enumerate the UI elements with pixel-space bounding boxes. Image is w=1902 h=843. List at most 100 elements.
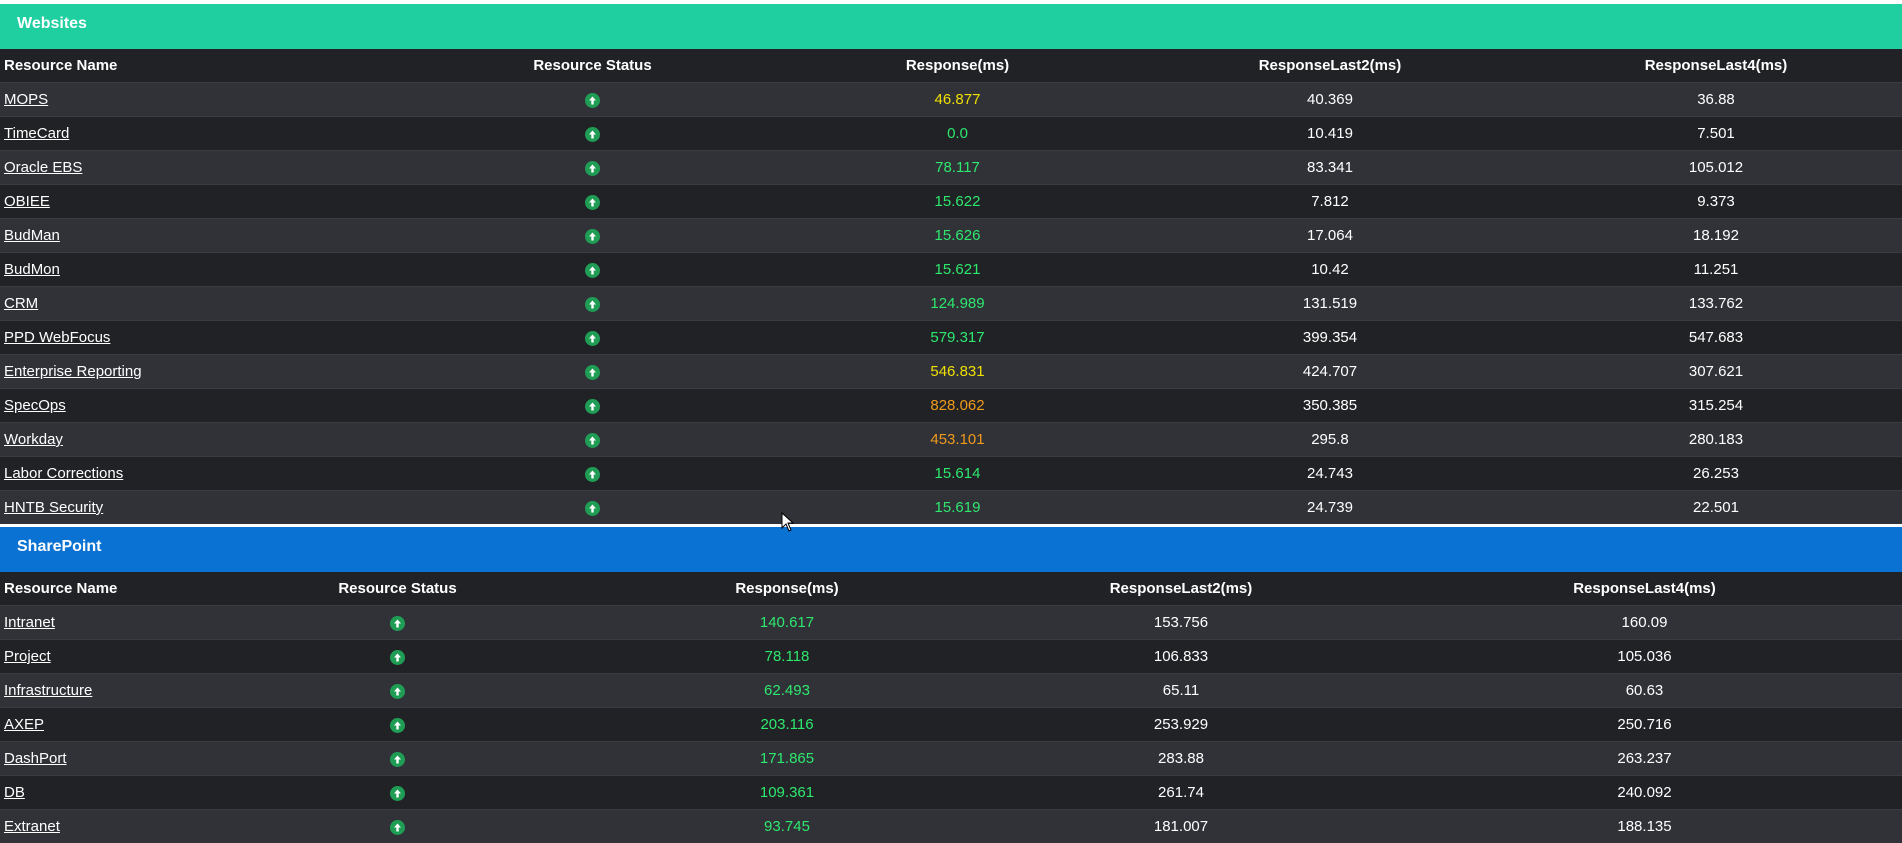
table-row: Project 78.118 106.833 105.036 — [0, 639, 1902, 674]
resource-name-cell: BudMan — [0, 218, 400, 253]
mouse-cursor-icon — [781, 512, 795, 532]
column-header-resource-name[interactable]: Resource Name — [0, 572, 196, 606]
resource-name-link[interactable]: BudMan — [4, 227, 60, 244]
table-row: Enterprise Reporting 546.831 424.707 307.62… — [0, 354, 1902, 389]
column-header-response-last4[interactable]: ResponseLast4(ms) — [1387, 572, 1902, 606]
resource-name-link[interactable]: OBIEE — [4, 193, 50, 210]
response-cell: 15.619 — [785, 490, 1130, 524]
resource-name-cell: Workday — [0, 422, 400, 457]
resource-name-cell: Infrastructure — [0, 673, 196, 708]
resource-name-link[interactable]: Infrastructure — [4, 682, 93, 699]
response-cell: 828.062 — [785, 388, 1130, 423]
resource-name-link[interactable]: Enterprise Reporting — [4, 363, 142, 380]
resource-name-link[interactable]: Workday — [4, 431, 63, 448]
response-cell: 15.622 — [785, 184, 1130, 219]
response-cell: 93.745 — [599, 809, 975, 843]
table-row: Labor Corrections 15.614 24.743 26.253 — [0, 456, 1902, 491]
response-last4-cell: 26.253 — [1530, 456, 1902, 491]
resource-name-link[interactable]: Extranet — [4, 818, 60, 835]
column-header-resource-status[interactable]: Resource Status — [400, 49, 785, 83]
response-cell: 46.877 — [785, 82, 1130, 117]
resource-name-cell: Enterprise Reporting — [0, 354, 400, 389]
resource-name-cell: DB — [0, 775, 196, 810]
response-last2-cell: 24.739 — [1130, 490, 1530, 524]
resource-name-link[interactable]: TimeCard — [4, 125, 70, 142]
resource-name-link[interactable]: Intranet — [4, 614, 55, 631]
column-header-response-last4[interactable]: ResponseLast4(ms) — [1530, 49, 1902, 83]
resource-status-cell — [400, 82, 785, 117]
resource-status-cell — [400, 252, 785, 287]
resource-name-cell: TimeCard — [0, 116, 400, 151]
up-arrow-icon — [585, 194, 600, 210]
column-header-response-last2[interactable]: ResponseLast2(ms) — [975, 572, 1387, 606]
resource-name-link[interactable]: HNTB Security — [4, 499, 104, 516]
up-arrow-icon — [390, 751, 405, 767]
resource-status-cell — [196, 809, 599, 843]
resource-status-cell — [196, 775, 599, 810]
table-row: BudMan 15.626 17.064 18.192 — [0, 218, 1902, 253]
up-arrow-icon — [585, 160, 600, 176]
resource-name-link[interactable]: MOPS — [4, 91, 49, 108]
response-last2-cell: 83.341 — [1130, 150, 1530, 185]
table-header-row: Resource Name Resource Status Response(m… — [0, 49, 1902, 83]
resource-name-cell: Project — [0, 639, 196, 674]
resource-name-cell: OBIEE — [0, 184, 400, 219]
resource-status-cell — [196, 605, 599, 640]
response-last4-cell: 160.09 — [1387, 605, 1902, 640]
response-last4-cell: 250.716 — [1387, 707, 1902, 742]
response-last2-cell: 424.707 — [1130, 354, 1530, 389]
resource-name-cell: CRM — [0, 286, 400, 321]
table-row: CRM 124.989 131.519 133.762 — [0, 286, 1902, 321]
table-row: SpecOps 828.062 350.385 315.254 — [0, 388, 1902, 423]
response-last2-cell: 181.007 — [975, 809, 1387, 843]
resource-name-link[interactable]: DashPort — [4, 750, 67, 767]
resource-name-link[interactable]: DB — [4, 784, 25, 801]
resource-status-cell — [400, 456, 785, 491]
up-arrow-icon — [585, 262, 600, 278]
response-cell: 15.621 — [785, 252, 1130, 287]
response-last4-cell: 22.501 — [1530, 490, 1902, 524]
response-last4-cell: 133.762 — [1530, 286, 1902, 321]
resource-name-link[interactable]: PPD WebFocus — [4, 329, 111, 346]
column-header-response[interactable]: Response(ms) — [599, 572, 975, 606]
column-header-response-last2[interactable]: ResponseLast2(ms) — [1130, 49, 1530, 83]
resource-status-cell — [400, 354, 785, 389]
resource-name-cell: MOPS — [0, 82, 400, 117]
resource-name-link[interactable]: Project — [4, 648, 51, 665]
resource-name-link[interactable]: BudMon — [4, 261, 60, 278]
resource-name-cell: Labor Corrections — [0, 456, 400, 491]
table-row: DB 109.361 261.74 240.092 — [0, 775, 1902, 810]
resource-name-cell: Oracle EBS — [0, 150, 400, 185]
column-header-resource-name[interactable]: Resource Name — [0, 49, 400, 83]
resource-name-link[interactable]: AXEP — [4, 716, 45, 733]
response-cell: 15.614 — [785, 456, 1130, 491]
response-last4-cell: 7.501 — [1530, 116, 1902, 151]
resource-name-link[interactable]: Oracle EBS — [4, 159, 83, 176]
response-cell: 546.831 — [785, 354, 1130, 389]
response-last2-cell: 283.88 — [975, 741, 1387, 776]
response-last4-cell: 105.012 — [1530, 150, 1902, 185]
resource-status-cell — [400, 218, 785, 253]
resource-name-link[interactable]: Labor Corrections — [4, 465, 124, 482]
response-last4-cell: 188.135 — [1387, 809, 1902, 843]
column-header-response[interactable]: Response(ms) — [785, 49, 1130, 83]
up-arrow-icon — [585, 126, 600, 142]
resource-name-link[interactable]: SpecOps — [4, 397, 66, 414]
resource-name-cell: Intranet — [0, 605, 196, 640]
table-row: PPD WebFocus 579.317 399.354 547.683 — [0, 320, 1902, 355]
resource-status-cell — [196, 707, 599, 742]
response-cell: 453.101 — [785, 422, 1130, 457]
table-row: OBIEE 15.622 7.812 9.373 — [0, 184, 1902, 219]
resource-status-cell — [196, 741, 599, 776]
resource-name-link[interactable]: CRM — [4, 295, 39, 312]
up-arrow-icon — [390, 785, 405, 801]
response-cell: 171.865 — [599, 741, 975, 776]
response-last2-cell: 7.812 — [1130, 184, 1530, 219]
table-row: Workday 453.101 295.8 280.183 — [0, 422, 1902, 457]
websites-panel: Websites Resource Name Resource Status R… — [0, 4, 1902, 524]
response-cell: 78.117 — [785, 150, 1130, 185]
response-last4-cell: 315.254 — [1530, 388, 1902, 423]
resource-status-cell — [400, 422, 785, 457]
column-header-resource-status[interactable]: Resource Status — [196, 572, 599, 606]
resource-status-cell — [400, 490, 785, 524]
